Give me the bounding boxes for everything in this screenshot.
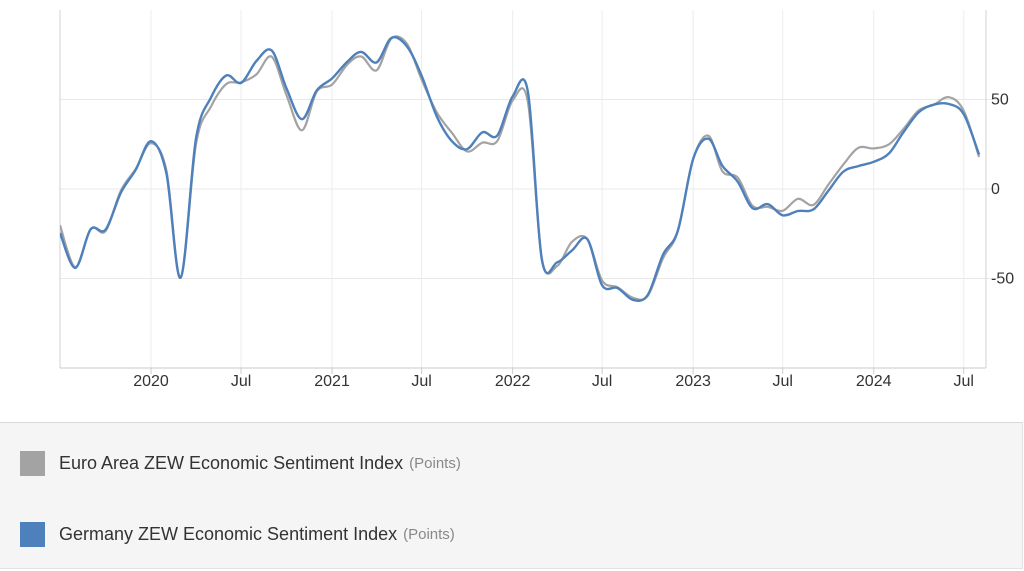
x-tick-label: Jul xyxy=(954,373,974,390)
grid xyxy=(60,10,998,368)
x-tick-label: 2023 xyxy=(675,373,711,390)
x-tick-label: Jul xyxy=(592,373,612,390)
y-tick-label: -50 xyxy=(991,271,1014,288)
y-tick-label: 0 xyxy=(991,181,1000,198)
series-line-germany xyxy=(60,35,981,302)
legend-swatch-germany xyxy=(20,522,45,547)
legend-unit-germany: (Points) xyxy=(403,526,455,543)
axes: 50 0 -50 2020 Jul 2021 Jul 2022 Jul 2023 Jul 2024 Ju… xyxy=(59,10,1014,390)
legend-item-euro-area[interactable]: Euro Area ZEW Economic Sentiment Index (… xyxy=(20,451,461,476)
x-tick-label: 2021 xyxy=(314,373,350,390)
x-tick-label: Jul xyxy=(231,373,251,390)
legend-label-euro-area: Euro Area ZEW Economic Sentiment Index xyxy=(59,453,404,473)
legend-label-germany: Germany ZEW Economic Sentiment Index xyxy=(59,524,398,544)
x-tick-label: Jul xyxy=(772,373,792,390)
series-line-euro-area xyxy=(60,35,981,301)
line-chart: 50 0 -50 2020 Jul 2021 Jul 2022 Jul 2023 Jul 2024 Ju… xyxy=(59,10,1014,390)
legend-item-germany[interactable]: Germany ZEW Economic Sentiment Index (Po… xyxy=(20,522,455,547)
legend: Euro Area ZEW Economic Sentiment Index (… xyxy=(0,422,1023,569)
legend-swatch-euro-area xyxy=(20,451,45,476)
y-tick-label: 50 xyxy=(991,92,1009,109)
series-lines xyxy=(60,35,981,302)
x-tick-label: 2022 xyxy=(495,373,531,390)
legend-unit-euro-area: (Points) xyxy=(409,455,461,472)
x-tick-label: 2024 xyxy=(856,373,892,390)
x-tick-label: Jul xyxy=(411,373,431,390)
x-tick-label: 2020 xyxy=(133,373,169,390)
